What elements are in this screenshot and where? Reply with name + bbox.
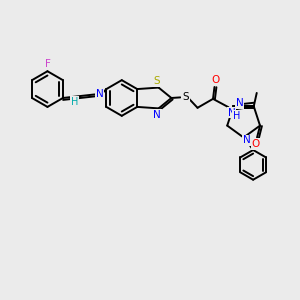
Text: O: O — [251, 139, 260, 149]
Text: N: N — [236, 98, 243, 108]
Text: N: N — [243, 136, 250, 146]
Text: F: F — [44, 59, 50, 69]
Text: N: N — [96, 89, 103, 99]
Text: S: S — [154, 76, 160, 86]
Text: N: N — [153, 110, 161, 120]
Text: S: S — [182, 92, 189, 102]
Text: H: H — [71, 97, 79, 106]
Text: O: O — [212, 76, 220, 85]
Text: N: N — [228, 108, 235, 118]
Text: H: H — [233, 111, 241, 121]
